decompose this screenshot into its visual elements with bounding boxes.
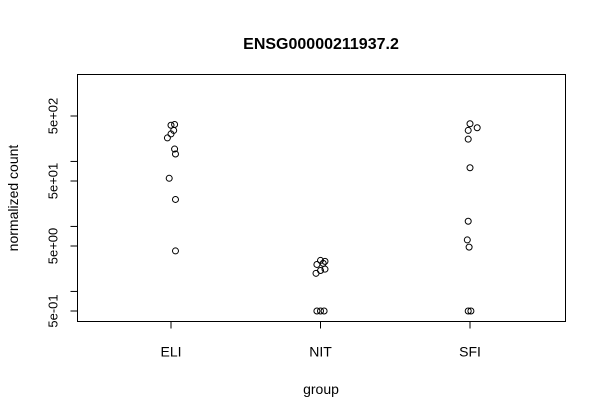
- data-point: [464, 126, 472, 134]
- plot-frame: [77, 74, 566, 322]
- x-axis: ELI NIT SFI: [160, 321, 481, 360]
- x-axis-label: group: [303, 381, 339, 397]
- data-point: [465, 243, 473, 251]
- x-tick-label: NIT: [309, 344, 332, 360]
- data-point: [163, 134, 171, 142]
- y-tick-label: 5e+00: [46, 228, 61, 265]
- data-point: [463, 236, 471, 244]
- data-point: [171, 150, 179, 158]
- data-point: [312, 269, 320, 277]
- data-point: [167, 130, 175, 138]
- data-point: [165, 174, 173, 182]
- y-tick-label: 5e-01: [46, 294, 61, 327]
- x-tick-label: ELI: [160, 344, 181, 360]
- data-point: [466, 164, 474, 172]
- data-point: [171, 195, 179, 203]
- data-point: [171, 247, 179, 255]
- data-point: [317, 307, 324, 315]
- data-points: [163, 120, 481, 315]
- data-point: [313, 260, 321, 268]
- data-point: [464, 217, 472, 225]
- data-point: [473, 124, 481, 132]
- data-point: [171, 120, 179, 128]
- y-axis: 5e-01 5e+00 5e+01 5e+02: [46, 98, 78, 328]
- data-point: [321, 265, 329, 273]
- chart-title: ENSG00000211937.2: [243, 36, 399, 53]
- data-point: [467, 307, 475, 315]
- data-point: [464, 135, 472, 143]
- data-point: [464, 307, 472, 315]
- y-axis-label: normalized count: [5, 145, 21, 252]
- y-tick-label: 5e+02: [46, 98, 61, 135]
- data-point: [171, 145, 179, 153]
- data-point: [313, 307, 321, 315]
- data-point: [320, 307, 328, 315]
- y-tick-label: 5e+01: [46, 163, 61, 200]
- data-point: [321, 257, 329, 265]
- data-point: [466, 120, 474, 128]
- x-tick-label: SFI: [459, 344, 481, 360]
